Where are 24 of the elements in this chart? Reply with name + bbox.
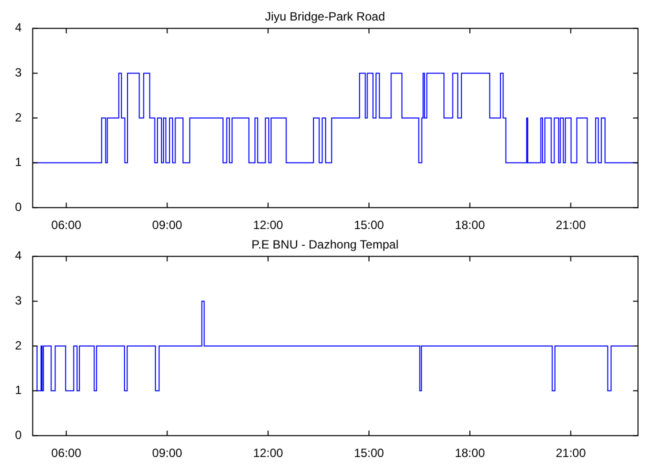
y-tick-label: 3 [14,294,22,308]
x-tick-label: 09:00 [152,446,183,460]
x-tick-label: 21:00 [556,218,586,232]
y-tick-label: 1 [14,383,22,398]
x-tick-label: 06:00 [51,218,82,232]
y-tick-label: 3 [14,66,22,80]
y-tick-label: 2 [14,110,22,124]
y-tick-label: 2 [14,338,22,352]
y-tick-label: 0 [14,428,22,442]
x-tick-label: 18:00 [454,218,486,232]
x-tick-label: 12:00 [253,218,284,232]
x-tick-label: 18:00 [454,446,486,460]
x-tick-label: 15:00 [354,446,384,460]
y-tick-label: 4 [14,20,22,35]
x-tick-label: 09:00 [152,218,183,232]
x-tick-label: 21:00 [556,446,586,460]
y-tick-label: 1 [14,155,22,170]
x-tick-label: 06:00 [51,446,82,460]
x-tick-label: 12:00 [253,446,284,460]
chart-title: Jiyu Bridge-Park Road [264,10,386,24]
chart-title: P.E BNU - Dazhong Tempal [252,238,398,252]
y-tick-label: 4 [14,248,22,263]
y-tick-label: 0 [14,200,22,214]
x-tick-label: 15:00 [354,218,384,232]
